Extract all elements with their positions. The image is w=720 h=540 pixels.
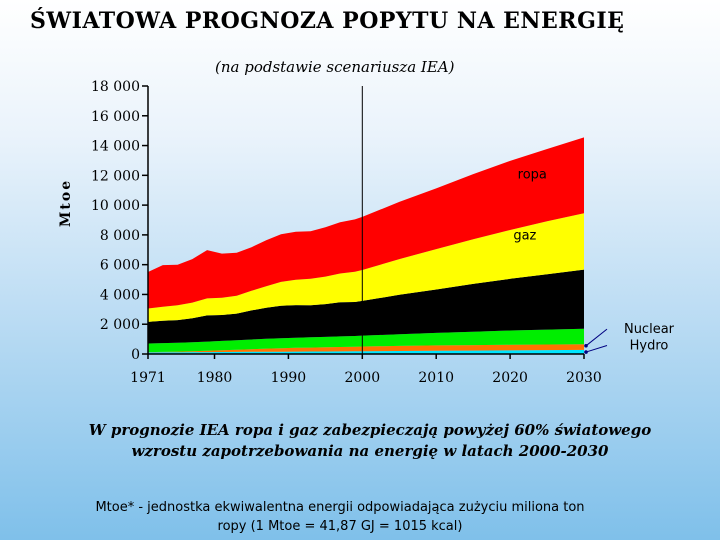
forecast-note: W prognozie IEA ropa i gaz zabezpieczają…: [40, 420, 700, 462]
energy-demand-chart: 0 2 000 4 000 6 000 8 000 10 000 12 000 14 000 1…: [58, 79, 675, 386]
callout-dot-nuclear: [584, 344, 588, 348]
mtoe-footnote-line-1: Mtoe* - jednostka ekwiwalentna energii o…: [95, 500, 585, 515]
chart-areas: [148, 137, 584, 354]
mtoe-footnote: Mtoe* - jednostka ekwiwalentna energii o…: [20, 498, 660, 536]
y-tick-label: 16 000: [91, 109, 140, 125]
forecast-note-line-1: W prognozie IEA ropa i gaz zabezpieczają…: [88, 421, 652, 439]
x-tick-label: 2000: [344, 370, 380, 386]
callout-label-hydro: Hydro: [630, 339, 669, 354]
y-axis-label: Mtoe: [58, 179, 74, 227]
chart-axes: [147, 86, 584, 355]
forecast-note-line-2: wzrostu zapotrzebowania na energię w lat…: [131, 442, 609, 460]
series-label-ropa: ropa: [518, 167, 547, 182]
series-label-gaz: gaz: [513, 228, 536, 243]
slide-title: ŚWIATOWA PROGNOZA POPYTU NA ENERGIĘ: [30, 8, 625, 34]
x-tick-label: 2030: [566, 370, 602, 386]
series-label-węgiel: węgiel: [496, 285, 538, 300]
y-tick-label: 18 000: [91, 79, 140, 95]
y-ticks: 0 2 000 4 000 6 000 8 000 10 000 12 000 14 000 1…: [91, 79, 148, 363]
x-tick-label: 1990: [271, 370, 307, 386]
y-tick-label: 6 000: [100, 258, 140, 274]
y-tick-label: 10 000: [91, 198, 140, 214]
y-tick-label: 0: [131, 347, 140, 363]
slide-subtitle: (na podstawie scenariusza IEA): [215, 58, 455, 76]
area-nuclear: [148, 344, 584, 353]
callout-label-nuclear: Nuclear: [624, 322, 675, 337]
callout-dot-hydro: [584, 350, 588, 354]
callouts: Nuclear Hydro: [584, 322, 675, 354]
y-tick-label: 4 000: [100, 287, 140, 303]
x-tick-label: 2010: [418, 370, 454, 386]
area-węgiel: [148, 269, 584, 344]
area-ropa: [148, 137, 584, 309]
series-label-en-odnawialna: en. odnawialna: [394, 316, 493, 331]
area-en-odnawialna: [148, 328, 584, 353]
y-tick-label: 14 000: [91, 139, 140, 155]
area-hydro: [148, 349, 584, 354]
x-tick-label: 1980: [197, 370, 233, 386]
callout-line-hydro: [585, 345, 608, 353]
mtoe-footnote-line-2: ropy (1 Mtoe = 41,87 GJ = 1015 kcal): [217, 519, 463, 534]
y-tick-label: 12 000: [91, 168, 140, 184]
x-tick-label: 1971: [130, 370, 166, 386]
callout-line-nuclear: [585, 328, 608, 347]
y-tick-label: 8 000: [100, 228, 140, 244]
area-gaz: [148, 213, 584, 322]
x-ticks: 1971 1980 1990 2000 2010 2020 2030: [130, 354, 602, 386]
x-tick-label: 2020: [492, 370, 528, 386]
y-tick-label: 2 000: [100, 317, 140, 333]
series-labels: ropa gaz węgiel en. odnawialna: [394, 167, 547, 331]
